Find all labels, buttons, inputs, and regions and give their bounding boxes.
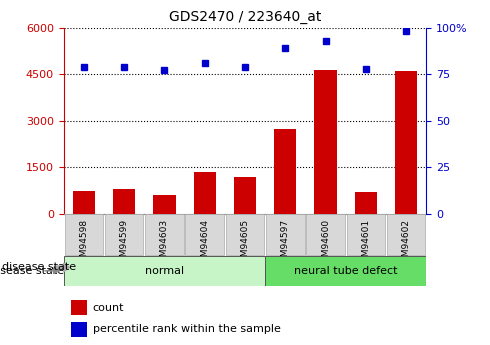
Title: GDS2470 / 223640_at: GDS2470 / 223640_at	[169, 10, 321, 24]
Bar	[315, 69, 337, 214]
Text: disease state: disease state	[0, 266, 64, 276]
Bar	[71, 322, 87, 337]
Bar	[395, 71, 417, 214]
Bar	[194, 172, 216, 214]
Text: GSM94599: GSM94599	[120, 219, 129, 268]
Bar	[274, 128, 296, 214]
Bar	[73, 190, 95, 214]
FancyBboxPatch shape	[145, 214, 184, 255]
Bar	[64, 256, 265, 286]
FancyBboxPatch shape	[226, 214, 264, 255]
Text: disease state: disease state	[2, 263, 80, 272]
Text: GSM94601: GSM94601	[361, 219, 370, 268]
FancyBboxPatch shape	[387, 214, 425, 255]
FancyBboxPatch shape	[65, 214, 103, 255]
Text: GSM94603: GSM94603	[160, 219, 169, 268]
Text: normal: normal	[145, 266, 184, 276]
Text: GSM94597: GSM94597	[281, 219, 290, 268]
Bar	[71, 300, 87, 315]
FancyBboxPatch shape	[266, 214, 305, 255]
Text: GSM94605: GSM94605	[241, 219, 249, 268]
Text: neural tube defect: neural tube defect	[294, 266, 397, 276]
Bar	[265, 256, 426, 286]
Bar	[113, 189, 135, 214]
FancyBboxPatch shape	[306, 214, 345, 255]
Text: count: count	[93, 303, 124, 313]
FancyBboxPatch shape	[346, 214, 385, 255]
Bar	[355, 191, 377, 214]
Text: GSM94602: GSM94602	[402, 219, 411, 268]
FancyBboxPatch shape	[105, 214, 144, 255]
Text: GSM94598: GSM94598	[79, 219, 88, 268]
Text: percentile rank within the sample: percentile rank within the sample	[93, 325, 281, 334]
Bar	[153, 195, 175, 214]
Text: GSM94600: GSM94600	[321, 219, 330, 268]
FancyBboxPatch shape	[185, 214, 224, 255]
Text: GSM94604: GSM94604	[200, 219, 209, 268]
Bar	[234, 177, 256, 214]
